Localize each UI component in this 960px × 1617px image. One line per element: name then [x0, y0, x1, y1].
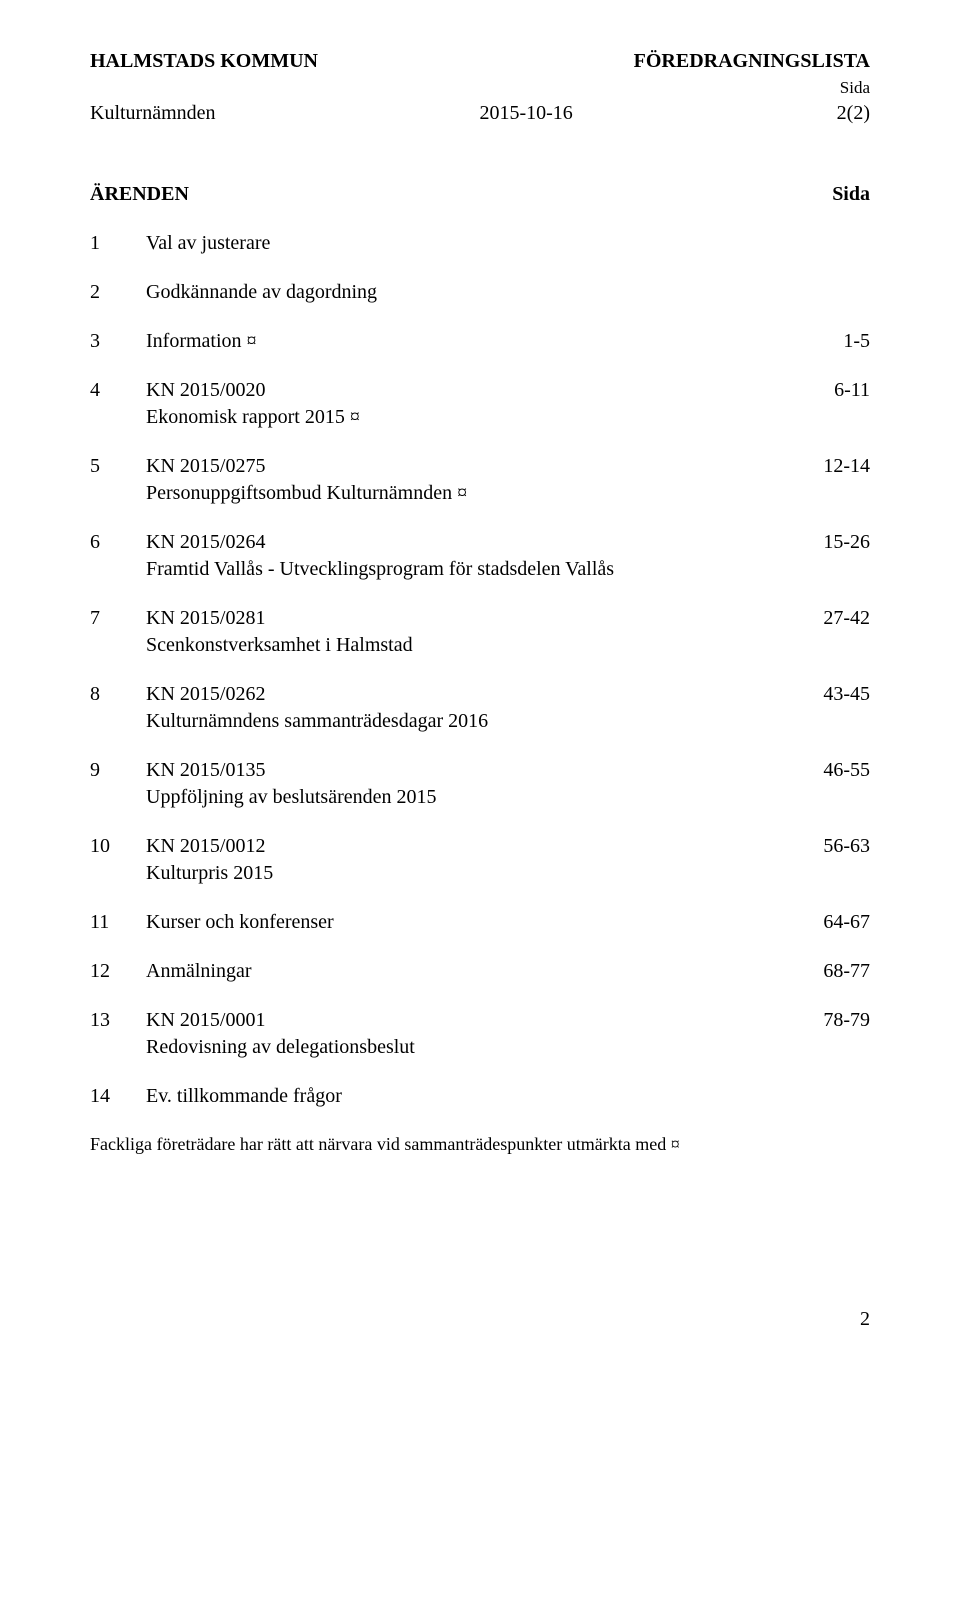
- agenda-item-body: KN 2015/0262Kulturnämndens sammanträdesd…: [146, 681, 790, 735]
- agenda-item-body: Kurser och konferenser: [146, 909, 790, 936]
- agenda-item-subtitle: Kulturpris 2015: [146, 860, 790, 887]
- agenda-item-number: 4: [90, 377, 146, 431]
- agenda-items: 1Val av justerare2Godkännande av dagordn…: [90, 230, 870, 1110]
- agenda-item-body: KN 2015/0001Redovisning av delegationsbe…: [146, 1007, 790, 1061]
- agenda-item: 8KN 2015/0262Kulturnämndens sammanträdes…: [90, 681, 870, 735]
- agenda-item-number: 10: [90, 833, 146, 887]
- agenda-item-number: 8: [90, 681, 146, 735]
- agenda-item-title: KN 2015/0264: [146, 529, 790, 556]
- agenda-item-number: 6: [90, 529, 146, 583]
- agenda-item: 5KN 2015/0275Personuppgiftsombud Kulturn…: [90, 453, 870, 507]
- agenda-item-number: 7: [90, 605, 146, 659]
- page-of-block: Sida 2(2): [837, 77, 870, 127]
- agenda-item-title: KN 2015/0135: [146, 757, 790, 784]
- agenda-item-body: KN 2015/0135Uppföljning av beslutsärende…: [146, 757, 790, 811]
- agenda-item-title: Anmälningar: [146, 958, 790, 985]
- agenda-item-number: 9: [90, 757, 146, 811]
- agenda-item-page: 64-67: [790, 909, 870, 936]
- agenda-item-page: 6-11: [790, 377, 870, 431]
- agenda-item-number: 12: [90, 958, 146, 985]
- agenda-item-body: Information ¤: [146, 328, 790, 355]
- section-title: ÄRENDEN: [90, 181, 189, 208]
- document-header: HALMSTADS KOMMUN FÖREDRAGNINGSLISTA: [90, 48, 870, 75]
- agenda-item-page: 78-79: [790, 1007, 870, 1061]
- agenda-item-page: 56-63: [790, 833, 870, 887]
- agenda-item-page: [790, 230, 870, 257]
- document-subheader: Kulturnämnden 2015-10-16 Sida 2(2): [90, 77, 870, 127]
- agenda-item-title: KN 2015/0020: [146, 377, 790, 404]
- agenda-item: 14Ev. tillkommande frågor: [90, 1083, 870, 1110]
- sida-label: Sida: [837, 77, 870, 100]
- agenda-item-number: 5: [90, 453, 146, 507]
- agenda-item-number: 3: [90, 328, 146, 355]
- agenda-item-title: KN 2015/0275: [146, 453, 790, 480]
- agenda-item-title: Information ¤: [146, 328, 790, 355]
- agenda-item-number: 14: [90, 1083, 146, 1110]
- agenda-item: 13KN 2015/0001Redovisning av delegations…: [90, 1007, 870, 1061]
- agenda-item-body: Godkännande av dagordning: [146, 279, 790, 306]
- agenda-item: 11Kurser och konferenser64-67: [90, 909, 870, 936]
- agenda-item-subtitle: Redovisning av delegationsbeslut: [146, 1034, 790, 1061]
- agenda-item-page: 27-42: [790, 605, 870, 659]
- agenda-item-body: Anmälningar: [146, 958, 790, 985]
- footer-note: Fackliga företrädare har rätt att närvar…: [90, 1132, 870, 1156]
- agenda-item-subtitle: Uppföljning av beslutsärenden 2015: [146, 784, 790, 811]
- agenda-item-number: 2: [90, 279, 146, 306]
- agenda-item-title: Ev. tillkommande frågor: [146, 1083, 790, 1110]
- agenda-item: 10KN 2015/0012Kulturpris 201556-63: [90, 833, 870, 887]
- agenda-item-subtitle: Framtid Vallås - Utvecklingsprogram för …: [146, 556, 790, 583]
- agenda-item-body: Val av justerare: [146, 230, 790, 257]
- org-name: HALMSTADS KOMMUN: [90, 48, 318, 75]
- agenda-item-body: KN 2015/0020Ekonomisk rapport 2015 ¤: [146, 377, 790, 431]
- agenda-item-title: Kurser och konferenser: [146, 909, 790, 936]
- agenda-item-page: 43-45: [790, 681, 870, 735]
- agenda-item-title: KN 2015/0012: [146, 833, 790, 860]
- agenda-item-body: KN 2015/0281Scenkonstverksamhet i Halmst…: [146, 605, 790, 659]
- agenda-item-subtitle: Personuppgiftsombud Kulturnämnden ¤: [146, 480, 790, 507]
- agenda-item: 7KN 2015/0281Scenkonstverksamhet i Halms…: [90, 605, 870, 659]
- agenda-item: 4KN 2015/0020Ekonomisk rapport 2015 ¤6-1…: [90, 377, 870, 431]
- agenda-item-number: 11: [90, 909, 146, 936]
- agenda-item-title: KN 2015/0281: [146, 605, 790, 632]
- agenda-item: 2Godkännande av dagordning: [90, 279, 870, 306]
- committee-name: Kulturnämnden: [90, 100, 216, 127]
- agenda-item-body: Ev. tillkommande frågor: [146, 1083, 790, 1110]
- agenda-item-number: 13: [90, 1007, 146, 1061]
- agenda-item: 6KN 2015/0264Framtid Vallås - Utveckling…: [90, 529, 870, 583]
- meeting-date: 2015-10-16: [479, 100, 572, 127]
- agenda-item-number: 1: [90, 230, 146, 257]
- agenda-item: 9KN 2015/0135Uppföljning av beslutsärend…: [90, 757, 870, 811]
- page-of: 2(2): [837, 102, 870, 124]
- section-title-row: ÄRENDEN Sida: [90, 181, 870, 208]
- agenda-item-page: [790, 279, 870, 306]
- agenda-item-page: 68-77: [790, 958, 870, 985]
- agenda-item-subtitle: Scenkonstverksamhet i Halmstad: [146, 632, 790, 659]
- agenda-item-title: KN 2015/0262: [146, 681, 790, 708]
- agenda-item-body: KN 2015/0264Framtid Vallås - Utvecklings…: [146, 529, 790, 583]
- agenda-item-page: [790, 1083, 870, 1110]
- agenda-item-subtitle: Kulturnämndens sammanträdesdagar 2016: [146, 708, 790, 735]
- agenda-item-title: Godkännande av dagordning: [146, 279, 790, 306]
- doc-type: FÖREDRAGNINGSLISTA: [634, 48, 870, 75]
- agenda-item-subtitle: Ekonomisk rapport 2015 ¤: [146, 404, 790, 431]
- agenda-item: 3Information ¤1-5: [90, 328, 870, 355]
- agenda-item: 12Anmälningar68-77: [90, 958, 870, 985]
- agenda-item-body: KN 2015/0012Kulturpris 2015: [146, 833, 790, 887]
- agenda-item-title: Val av justerare: [146, 230, 790, 257]
- section-page-col: Sida: [832, 181, 870, 208]
- agenda-item-page: 1-5: [790, 328, 870, 355]
- agenda-item: 1Val av justerare: [90, 230, 870, 257]
- agenda-item-body: KN 2015/0275Personuppgiftsombud Kulturnä…: [146, 453, 790, 507]
- agenda-item-page: 15-26: [790, 529, 870, 583]
- agenda-item-page: 46-55: [790, 757, 870, 811]
- page-number: 2: [90, 1306, 870, 1333]
- agenda-item-title: KN 2015/0001: [146, 1007, 790, 1034]
- agenda-item-page: 12-14: [790, 453, 870, 507]
